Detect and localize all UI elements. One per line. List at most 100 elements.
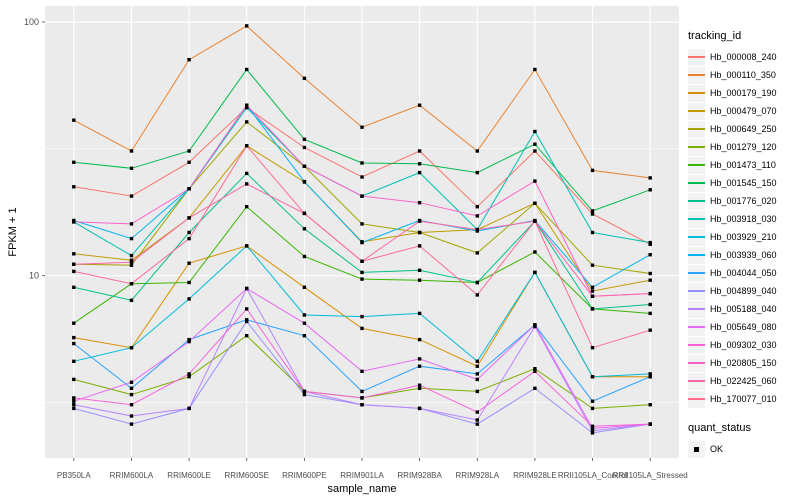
- data-point: [187, 149, 191, 153]
- legend-color-swatch: [688, 336, 705, 354]
- data-point: [245, 171, 249, 176]
- legend: tracking_id Hb_000008_240 Hb_000110_350 Hb…: [688, 30, 798, 458]
- legend-item: Hb_001473_110: [688, 156, 798, 174]
- data-point: [129, 298, 134, 302]
- data-point: [245, 105, 249, 110]
- legend-color-swatch: [688, 174, 705, 192]
- data-point: [533, 219, 537, 223]
- legend-color-swatch: [688, 372, 705, 390]
- legend-color-swatch: [688, 84, 705, 102]
- legend-title-quant-status: quant_status: [688, 422, 751, 434]
- x-tick-label: PB350LA: [57, 471, 91, 480]
- data-point: [72, 185, 76, 189]
- data-point: [72, 359, 76, 363]
- data-point: [417, 386, 422, 390]
- data-point: [187, 372, 191, 376]
- data-point: [360, 403, 364, 407]
- data-point: [360, 314, 364, 319]
- data-point: [648, 242, 652, 246]
- x-tick-label: RRIM600LA: [110, 471, 154, 480]
- data-point: [187, 230, 191, 235]
- legend-quant-status: quant_status OK: [688, 422, 798, 458]
- data-point: [302, 254, 307, 259]
- data-point: [72, 406, 76, 411]
- x-tick-label: RRIM901LA: [340, 471, 384, 480]
- data-point: [129, 222, 134, 226]
- data-point: [72, 220, 76, 224]
- data-point: [475, 280, 479, 285]
- legend-item: Hb_000649_250: [688, 120, 798, 138]
- data-point: [187, 375, 191, 379]
- data-point: [475, 418, 479, 422]
- data-point: [129, 392, 134, 397]
- legend-item: Hb_003939_060: [688, 246, 798, 264]
- black-square-marker-icon: [688, 440, 705, 458]
- y-tick-label: 10: [29, 271, 39, 281]
- data-point: [129, 403, 134, 407]
- data-point: [187, 337, 191, 342]
- data-point: [590, 426, 595, 431]
- data-point: [590, 289, 595, 293]
- data-point: [533, 201, 537, 205]
- data-point: [417, 244, 422, 248]
- data-point: [129, 282, 134, 286]
- data-point: [475, 227, 479, 232]
- legend-item-label: Hb_000179_190: [710, 88, 777, 98]
- data-point: [590, 406, 595, 411]
- data-point: [187, 160, 191, 164]
- data-point: [129, 263, 134, 267]
- legend-item: Hb_000179_190: [688, 84, 798, 102]
- data-point: [129, 380, 134, 384]
- data-point: [302, 313, 307, 317]
- data-point: [360, 240, 364, 245]
- data-point: [475, 293, 479, 297]
- legend-color-swatch: [688, 246, 705, 264]
- data-point: [245, 286, 249, 291]
- data-point: [360, 161, 364, 165]
- data-point: [417, 201, 422, 205]
- data-point: [302, 164, 307, 168]
- legend-item: Hb_170077_010: [688, 390, 798, 408]
- x-tick-label: RRIM600PE: [282, 471, 326, 480]
- data-point: [72, 285, 76, 289]
- data-point: [590, 285, 595, 289]
- data-point: [360, 175, 364, 179]
- data-point: [129, 253, 134, 258]
- data-point: [648, 302, 652, 307]
- legend-color-swatch: [688, 354, 705, 372]
- legend-item: Hb_005188_040: [688, 300, 798, 318]
- data-point: [129, 414, 134, 418]
- data-point: [417, 364, 422, 368]
- x-axis-title: sample_name: [327, 483, 397, 495]
- data-point: [72, 396, 76, 400]
- legend-item: Hb_004899_040: [688, 282, 798, 300]
- legend-item: Hb_000008_240: [688, 48, 798, 66]
- data-point: [417, 219, 422, 223]
- legend-item-label: Hb_000008_240: [710, 52, 777, 62]
- data-point: [417, 149, 422, 153]
- data-point: [533, 142, 537, 146]
- legend-item-label: Hb_003918_030: [710, 214, 777, 224]
- data-point: [302, 145, 307, 150]
- data-point: [648, 422, 652, 426]
- data-point: [648, 291, 652, 296]
- data-point: [417, 311, 422, 316]
- x-tick-label: RRII105LA_Stressed: [613, 471, 688, 480]
- data-point: [417, 278, 422, 282]
- data-point: [648, 311, 652, 316]
- data-point: [475, 214, 479, 218]
- data-point: [417, 162, 422, 166]
- data-point: [187, 297, 191, 301]
- data-point: [648, 372, 652, 376]
- x-tick-label: RRIM928LA: [455, 471, 499, 480]
- data-point: [187, 280, 191, 285]
- legend-color-swatch: [688, 192, 705, 210]
- legend-item: Hb_001776_020: [688, 192, 798, 210]
- data-point: [187, 216, 191, 220]
- data-point: [129, 386, 134, 390]
- legend-item-label: Hb_001473_110: [710, 160, 776, 170]
- data-point: [187, 58, 191, 62]
- data-point: [648, 375, 652, 379]
- data-point: [302, 179, 307, 184]
